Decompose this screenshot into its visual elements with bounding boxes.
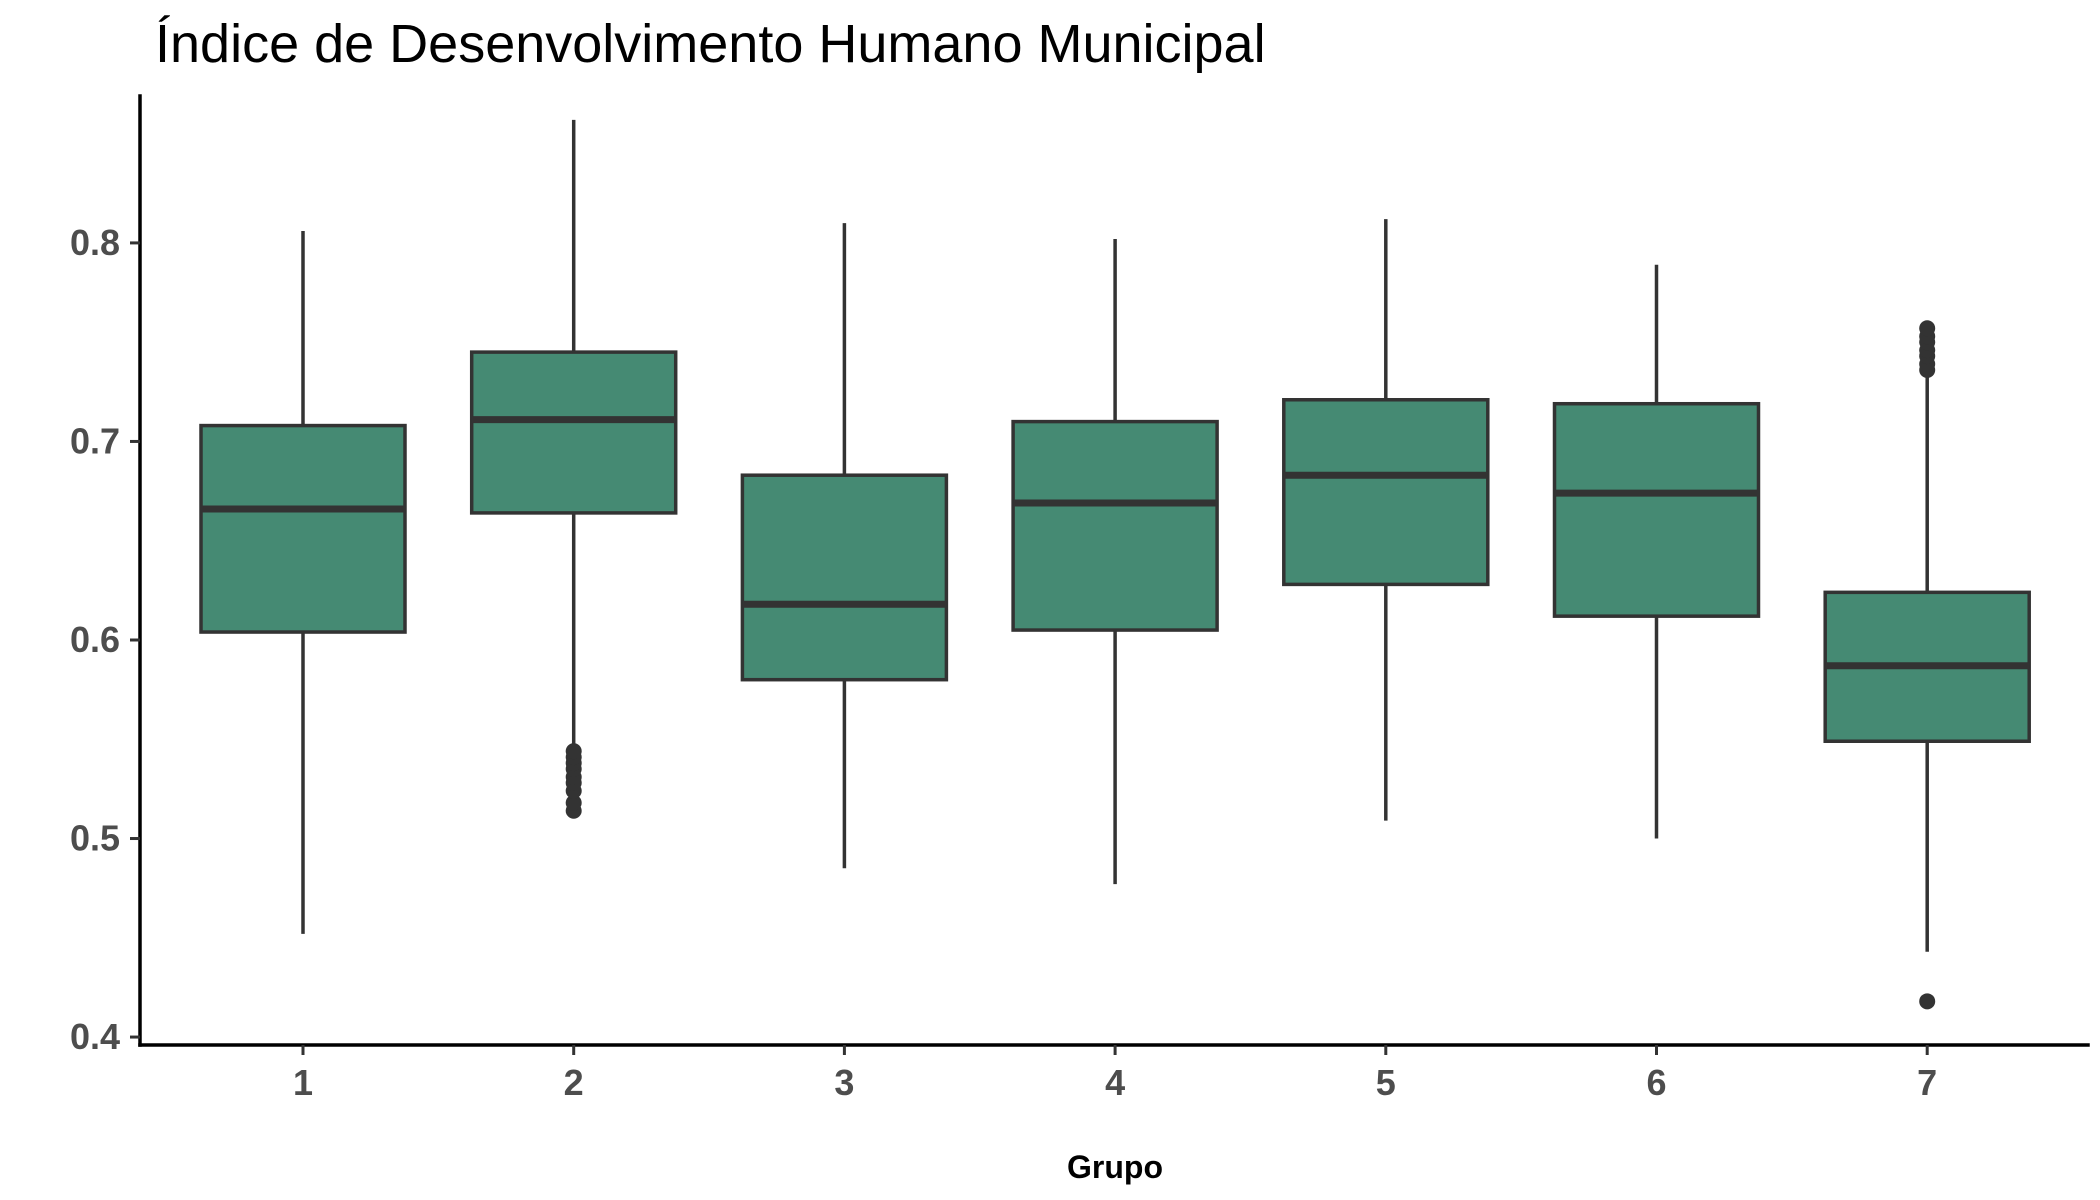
box-group-3 [740,223,949,869]
box-iqr [740,473,949,682]
box-iqr [1552,401,1761,618]
outlier-point [1919,993,1936,1010]
x-tick-label: 1 [293,1062,313,1103]
x-axis-title: Grupo [1067,1149,1163,1185]
outlier-point [565,794,582,811]
x-tick-label: 4 [1105,1062,1125,1103]
box-iqr [1011,419,1219,632]
y-tick-label: 0.5 [70,818,120,859]
box-group-7 [1823,320,2031,1010]
x-tick-label: 3 [834,1062,854,1103]
box-group-6 [1552,264,1761,839]
box-group-1 [199,231,407,934]
y-tick-label: 0.8 [70,222,120,263]
chart-title: Índice de Desenvolvimento Humano Municip… [155,14,1266,74]
x-tick-label: 2 [564,1062,584,1103]
x-tick-label: 7 [1917,1062,1937,1103]
x-tick-label: 6 [1646,1062,1666,1103]
outlier-point [1919,320,1936,337]
box-group-2 [469,119,678,819]
y-tick-label: 0.4 [70,1016,120,1057]
axes-layer: 0.4 0.5 0.6 0.7 0.8 1 2 3 4 5 6 7 [70,94,2090,1103]
box-group-4 [1011,238,1219,885]
box-iqr [469,350,678,515]
box-group-5 [1282,219,1490,821]
box-iqr [199,423,407,634]
y-tick-label: 0.6 [70,619,120,660]
box-iqr [1282,398,1490,587]
boxes-layer [199,119,2031,1010]
y-tick-label: 0.7 [70,420,120,461]
outlier-point [565,743,582,760]
x-tick-label: 5 [1376,1062,1396,1103]
